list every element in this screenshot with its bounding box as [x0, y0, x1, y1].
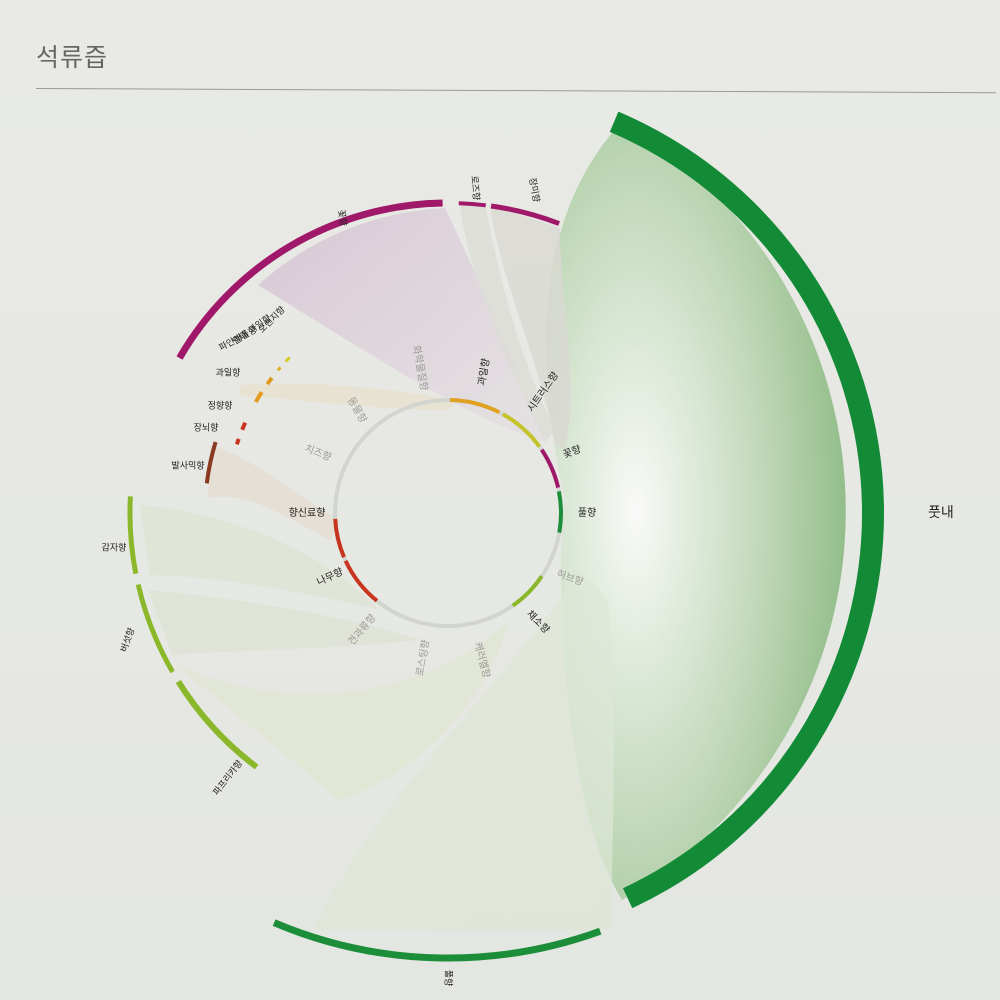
inner-label-풀향: 풀향 — [578, 507, 596, 519]
outer-label-감자향: 감자향 — [102, 542, 127, 554]
outer-arc-열대 과일향 — [276, 366, 282, 372]
outer-label-과일향: 과일향 — [216, 367, 241, 379]
inner-arc-과일향 — [449, 398, 501, 415]
outer-label-로즈향: 로즈향 — [468, 175, 482, 201]
inner-arc-꽃향 — [540, 448, 561, 489]
inner-arc-나무향 — [343, 559, 379, 603]
outer-label-발사믹향: 발사믹향 — [171, 460, 204, 472]
outer-arcs — [127, 111, 885, 962]
outer-arc-풀향 — [272, 919, 602, 962]
ribbon-파프리카향 — [176, 620, 510, 800]
outer-label-정향향: 정향향 — [208, 400, 233, 412]
outer-arc-로즈향 — [458, 201, 487, 208]
inner-ring — [333, 398, 563, 628]
ribbon-과일향 — [240, 383, 455, 410]
outer-arc-버섯향 — [135, 583, 175, 674]
outer-label-파프리카향: 파프리카향 — [210, 758, 245, 798]
outer-label-장미향: 장미향 — [526, 177, 542, 204]
outer-arc-장미향 — [490, 203, 560, 226]
ribbon-로즈향 — [460, 205, 555, 442]
inner-arc-시트러스향 — [501, 412, 542, 448]
outer-arc-파프리카향 — [175, 679, 259, 770]
ribbons — [140, 122, 846, 930]
outer-arc-감자향 — [127, 496, 139, 575]
outer-arc-과일향 — [253, 391, 264, 404]
outer-arc-오렌지향 — [284, 356, 291, 363]
inner-label-향신료향: 향신료향 — [289, 507, 326, 519]
page-title: 석류즙 — [36, 43, 109, 72]
inner-label-꽃향: 꽃향 — [561, 443, 582, 461]
inner-label-과일향: 과일향 — [476, 357, 493, 386]
ribbon-풀향-채소향 — [315, 579, 615, 930]
ribbon-풋내-풀향 — [545, 122, 846, 900]
ribbon-감자향 — [140, 505, 380, 610]
ribbon-장미향 — [490, 205, 571, 450]
outer-arc-꽃향 — [176, 199, 443, 360]
outer-arc-정향향 — [240, 421, 248, 431]
ribbon-꽃향 — [258, 208, 545, 442]
outer-arc-발사믹향 — [204, 441, 218, 484]
outer-label-풀향: 풀향 — [443, 970, 455, 987]
inner-arc-향신료향 — [333, 518, 346, 558]
outer-label-버섯향: 버섯향 — [118, 626, 138, 653]
outer-label-꽃향: 꽃향 — [335, 209, 350, 227]
ribbon-발사믹향 — [208, 445, 340, 540]
inner-arc-채소향 — [511, 575, 544, 608]
outer-label-풋내: 풋내 — [928, 505, 954, 521]
outer-arc-파인애플향 — [265, 376, 274, 386]
outer-label-장뇌향: 장뇌향 — [194, 422, 219, 434]
ribbon-버섯향 — [148, 590, 420, 655]
inner-label-치즈향: 치즈향 — [303, 442, 333, 463]
inner-arc-풀향 — [556, 491, 563, 533]
outer-arc-풋내 — [609, 111, 885, 909]
outer-arc-장뇌향 — [234, 438, 241, 445]
